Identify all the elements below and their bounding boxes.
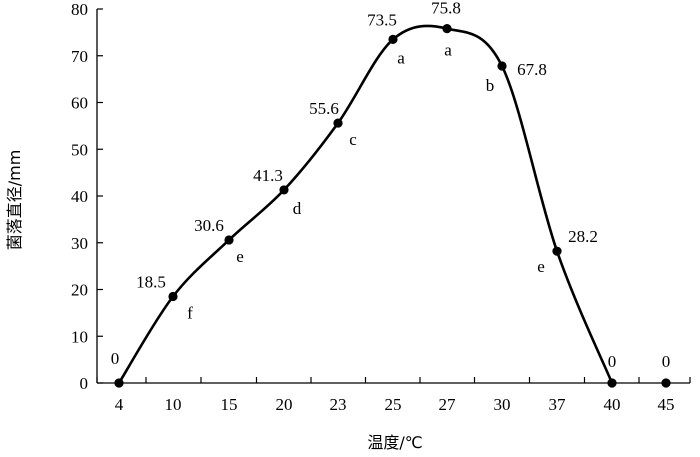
data-point (388, 34, 398, 44)
value-label: 18.5 (136, 273, 166, 292)
data-point (168, 291, 178, 302)
value-label: 28.2 (568, 227, 598, 246)
points-layer (114, 24, 671, 388)
x-tick-label: 40 (604, 395, 621, 414)
y-tick-label: 80 (71, 0, 88, 19)
value-label: 75.8 (431, 0, 461, 18)
significance-label: c (349, 130, 357, 149)
y-axis-title: 菌落直径/mm (5, 150, 24, 251)
value-label: 55.6 (309, 99, 339, 118)
value-label: 0 (662, 352, 671, 371)
x-axis-title: 温度/℃ (367, 433, 422, 452)
y-tick-label: 50 (71, 140, 88, 159)
value-label: 0 (111, 349, 120, 368)
x-tick-label: 45 (658, 395, 675, 414)
significance-label: e (537, 257, 545, 276)
data-point (333, 118, 343, 128)
labels-layer: 018.5f30.6e41.3d55.6c73.5a75.8a67.8b28.2… (111, 0, 671, 371)
value-label: 30.6 (194, 216, 224, 235)
value-label: 41.3 (253, 166, 283, 185)
data-point (552, 246, 562, 256)
significance-label: f (187, 304, 193, 323)
axis-ticks: 0 10 20 30 40 50 60 70 80 4 10 15 20 23 25 27 30 37 40 45 (71, 0, 691, 414)
curve-layer (117, 24, 614, 384)
y-tick-label: 40 (71, 187, 88, 206)
y-tick-label: 20 (71, 281, 88, 300)
significance-label: b (486, 76, 495, 95)
y-tick-label: 0 (80, 374, 89, 393)
significance-label: e (236, 247, 244, 266)
data-point (497, 61, 507, 71)
y-tick-label: 10 (71, 327, 88, 346)
x-tick-label: 37 (549, 395, 567, 414)
value-label: 67.8 (517, 60, 547, 79)
data-point (114, 378, 124, 388)
y-tick-label: 70 (71, 47, 88, 66)
axes (96, 9, 690, 384)
x-tick-label: 15 (221, 395, 238, 414)
data-point (661, 378, 671, 388)
x-tick-label: 25 (385, 395, 402, 414)
x-tick-label: 4 (115, 395, 124, 414)
value-label: 0 (608, 352, 617, 371)
value-label: 73.5 (367, 10, 397, 29)
significance-label: a (397, 48, 405, 67)
significance-label: d (293, 199, 302, 218)
data-point (442, 24, 452, 34)
data-point (607, 378, 617, 388)
data-point (224, 235, 234, 245)
significance-label: a (444, 41, 452, 60)
x-tick-label: 30 (494, 395, 511, 414)
data-point (279, 185, 289, 195)
y-tick-label: 30 (71, 234, 88, 253)
x-tick-label: 10 (165, 395, 182, 414)
x-tick-label: 20 (276, 395, 293, 414)
x-tick-label: 23 (330, 395, 347, 414)
series-line (117, 24, 614, 384)
y-tick-label: 60 (71, 94, 88, 113)
x-tick-label: 27 (439, 395, 457, 414)
